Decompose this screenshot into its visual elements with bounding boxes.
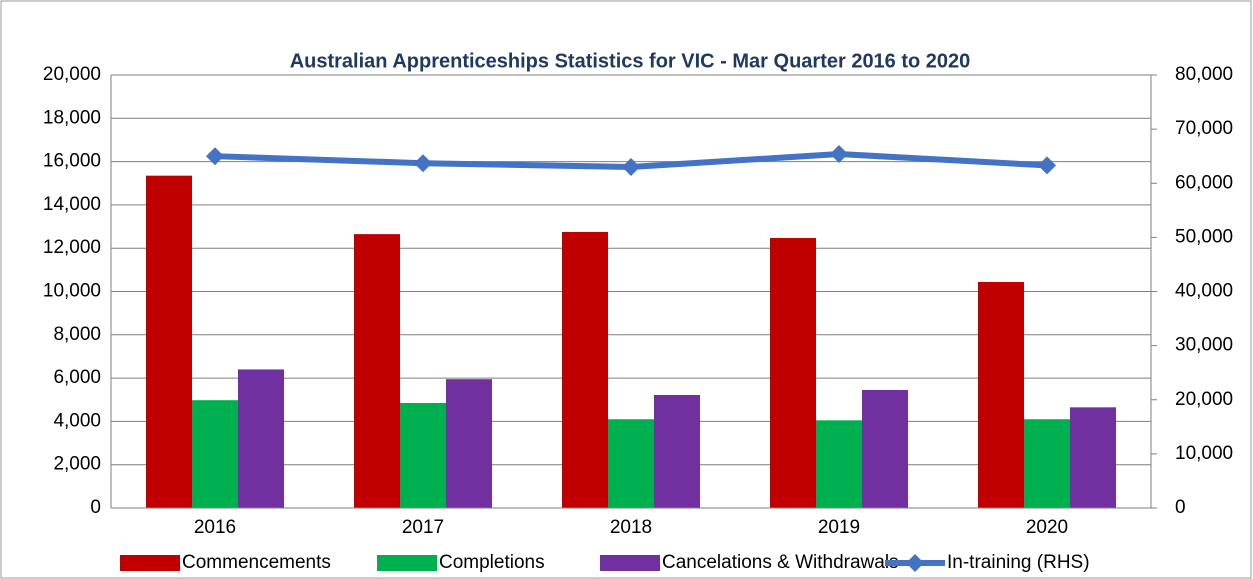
- legend-label: In-training (RHS): [947, 552, 1090, 573]
- y-tick-label: 10,000: [43, 281, 101, 302]
- y-tick-label: 20,000: [43, 64, 101, 85]
- y2-tick-label: 80,000: [1175, 64, 1233, 85]
- y-tick-label: 8,000: [53, 324, 101, 345]
- y-tick-label: 16,000: [43, 151, 101, 172]
- bar: [238, 369, 284, 508]
- bar: [862, 390, 908, 508]
- bar: [816, 420, 862, 508]
- legend-label: Commencements: [182, 552, 331, 573]
- bar: [400, 402, 446, 508]
- bar: [654, 394, 700, 508]
- marker: [206, 147, 224, 166]
- x-tick-label: 2018: [610, 517, 652, 538]
- bar: [770, 238, 816, 508]
- y2-tick-label: 70,000: [1175, 118, 1233, 139]
- marker: [1038, 156, 1056, 175]
- legend-swatch: [120, 555, 180, 571]
- y2-tick-label: 0: [1175, 497, 1186, 518]
- y2-tick-label: 30,000: [1175, 335, 1233, 356]
- y-tick-label: 14,000: [43, 194, 101, 215]
- y2-tick-label: 50,000: [1175, 226, 1233, 247]
- bar: [354, 234, 400, 508]
- bar: [1024, 419, 1070, 508]
- bar: [978, 281, 1024, 508]
- legend-label: Completions: [439, 552, 545, 573]
- marker: [830, 145, 848, 164]
- bar: [146, 175, 192, 509]
- chart-title: Australian Apprenticeships Statistics fo…: [290, 50, 971, 72]
- y-tick-label: 6,000: [53, 367, 101, 388]
- marker: [414, 154, 432, 173]
- y-tick-label: 12,000: [43, 237, 101, 258]
- legend-label: Cancelations & Withdrawals: [662, 552, 899, 573]
- y2-tick-label: 40,000: [1175, 281, 1233, 302]
- bar: [562, 231, 608, 508]
- legend-marker: [906, 554, 924, 572]
- y-tick-label: 18,000: [43, 107, 101, 128]
- bar: [192, 400, 238, 508]
- x-tick-label: 2017: [402, 517, 444, 538]
- legend-swatch: [377, 555, 437, 571]
- y2-tick-label: 10,000: [1175, 443, 1233, 464]
- bar: [608, 419, 654, 508]
- y2-tick-label: 60,000: [1175, 172, 1233, 193]
- bar: [446, 379, 492, 508]
- x-tick-label: 2016: [194, 517, 236, 538]
- y-tick-label: 0: [90, 497, 101, 518]
- x-tick-label: 2019: [818, 517, 860, 538]
- y-tick-label: 2,000: [53, 454, 101, 475]
- x-tick-label: 2020: [1026, 517, 1068, 538]
- y2-tick-label: 20,000: [1175, 389, 1233, 410]
- bar: [1070, 407, 1116, 508]
- y-tick-label: 4,000: [53, 410, 101, 431]
- legend-swatch: [600, 555, 660, 571]
- marker: [622, 158, 640, 177]
